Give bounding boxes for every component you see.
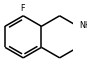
Text: NH: NH xyxy=(79,21,87,30)
Text: F: F xyxy=(20,4,25,13)
